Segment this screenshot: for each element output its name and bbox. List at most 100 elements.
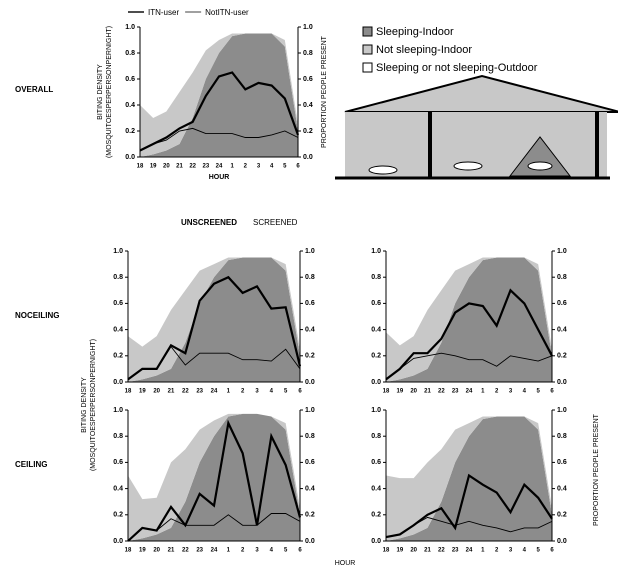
y-tick-label: 0.2 xyxy=(113,353,123,360)
x-tick-label: 5 xyxy=(283,164,287,170)
line xyxy=(385,516,553,538)
legend-label: Sleeping-Indoor xyxy=(376,26,454,38)
x-tick-label: 23 xyxy=(452,389,459,395)
x-tick-label: 24 xyxy=(466,389,473,395)
y-tick-label: 1.0 xyxy=(371,248,381,255)
y2-tick-label: 1.0 xyxy=(305,407,315,414)
x-tick-label: 2 xyxy=(495,548,499,554)
x-tick-label: 2 xyxy=(244,164,248,170)
y2-axis-label: PROPORTION PEOPLE PRESENT xyxy=(593,413,600,526)
panel: 0.0 0.2 0.4 0.6 0.8 1.0 0.0 0.2 0.4 0.6 0.8 1.0 18 19… xyxy=(113,248,315,395)
column-label: SCREENED xyxy=(253,218,298,227)
x-tick-label: 20 xyxy=(163,164,170,170)
y-tick-label: 0.2 xyxy=(113,512,123,519)
x-tick-label: 21 xyxy=(424,389,431,395)
y2-tick-label: 1.0 xyxy=(557,407,567,414)
panel: 0.0 0.2 0.4 0.6 0.8 1.0 0.0 0.2 0.4 0.6 0.8 1.0 18 19… xyxy=(113,407,315,554)
x-tick-label: 19 xyxy=(139,548,146,554)
x-tick-label: 5 xyxy=(284,548,288,554)
house xyxy=(335,74,618,180)
x-tick-label: 18 xyxy=(125,389,132,395)
row-label: NOCEILING xyxy=(15,311,59,320)
x-tick-label: 1 xyxy=(227,389,231,395)
x-tick-label: 4 xyxy=(270,164,274,170)
x-tick-label: 18 xyxy=(125,548,132,554)
x-tick-label: 23 xyxy=(196,389,203,395)
x-tick-label: 22 xyxy=(189,164,196,170)
y2-tick-label: 0.4 xyxy=(557,485,567,492)
x-tick-label: 4 xyxy=(523,548,527,554)
y-tick-label: 0.6 xyxy=(371,300,381,307)
x-tick-label: 24 xyxy=(216,164,223,170)
x-tick-label: 5 xyxy=(284,389,288,395)
x-tick-label: 23 xyxy=(452,548,459,554)
x-tick-label: 2 xyxy=(495,389,499,395)
y2-tick-label: 0.2 xyxy=(305,353,315,360)
x-tick-label: 19 xyxy=(150,164,157,170)
legend-label: ITN-user xyxy=(148,8,179,17)
legend-label: Not sleeping-Indoor xyxy=(376,44,472,56)
y2-tick-label: 0.6 xyxy=(303,76,313,83)
area xyxy=(140,33,298,157)
y2-tick-label: 0.6 xyxy=(557,300,567,307)
x-tick-label: 3 xyxy=(255,389,259,395)
y2-tick-label: 0.2 xyxy=(305,512,315,519)
y2-axis-label: PROPORTION PEOPLE PRESENT xyxy=(321,35,328,148)
x-tick-label: 2 xyxy=(241,548,245,554)
x-tick-label: 21 xyxy=(176,164,183,170)
column-label: UNSCREENED xyxy=(181,218,237,227)
x-tick-label: 24 xyxy=(466,548,473,554)
x-axis-label: HOUR xyxy=(335,560,356,567)
y2-tick-label: 0.2 xyxy=(557,512,567,519)
area xyxy=(386,416,552,541)
panel: 0.0 0.2 0.4 0.6 0.8 1.0 0.0 0.2 0.4 0.6 0.8 1.0 18 19… xyxy=(371,248,567,395)
y-tick-label: 1.0 xyxy=(371,407,381,414)
legend-swatch xyxy=(362,26,373,37)
y2-tick-label: 0.6 xyxy=(305,300,315,307)
y-tick-label: 0.6 xyxy=(113,300,123,307)
y2-tick-label: 0.0 xyxy=(303,154,313,161)
x-tick-label: 21 xyxy=(168,548,175,554)
legend-swatch xyxy=(362,62,373,73)
x-tick-label: 20 xyxy=(153,389,160,395)
y2-tick-label: 1.0 xyxy=(557,248,567,255)
y-tick-label: 0.4 xyxy=(371,326,381,333)
y2-tick-label: 0.0 xyxy=(557,379,567,386)
x-tick-label: 2 xyxy=(241,389,245,395)
y-tick-label: 0.0 xyxy=(113,538,123,545)
area xyxy=(128,413,300,541)
y2-tick-label: 0.8 xyxy=(305,274,315,281)
y2-tick-label: 0.4 xyxy=(303,102,313,109)
area xyxy=(386,257,552,382)
y-tick-label: 0.8 xyxy=(371,433,381,440)
legend-swatch xyxy=(362,44,373,55)
y2-tick-label: 0.4 xyxy=(305,485,315,492)
x-tick-label: 21 xyxy=(424,548,431,554)
y2-tick-label: 0.8 xyxy=(303,50,313,57)
panel: 0.0 0.2 0.4 0.6 0.8 1.0 0.0 0.2 0.4 0.6 0.8 1.0 18 19… xyxy=(97,24,328,181)
x-tick-label: 1 xyxy=(481,548,485,554)
line xyxy=(139,71,300,152)
area xyxy=(140,33,298,157)
line xyxy=(139,127,299,151)
y-axis-label: BITING DENSITY xyxy=(97,64,104,120)
y2-tick-label: 0.6 xyxy=(557,459,567,466)
x-axis-label: HOUR xyxy=(209,174,230,181)
area xyxy=(128,257,300,382)
y2-tick-label: 1.0 xyxy=(305,248,315,255)
area xyxy=(128,413,300,541)
y-tick-label: 0.8 xyxy=(113,433,123,440)
y-tick-label: 0.4 xyxy=(113,485,123,492)
line xyxy=(385,288,553,381)
y2-tick-label: 0.0 xyxy=(305,379,315,386)
y2-tick-label: 0.4 xyxy=(305,326,315,333)
y-tick-label: 0.4 xyxy=(371,485,381,492)
x-tick-label: 6 xyxy=(298,548,302,554)
x-tick-label: 3 xyxy=(509,548,513,554)
x-tick-label: 22 xyxy=(438,389,445,395)
line xyxy=(127,345,301,380)
x-tick-label: 18 xyxy=(137,164,144,170)
x-tick-label: 22 xyxy=(438,548,445,554)
y2-tick-label: 0.2 xyxy=(557,353,567,360)
y2-tick-label: 0.6 xyxy=(305,459,315,466)
